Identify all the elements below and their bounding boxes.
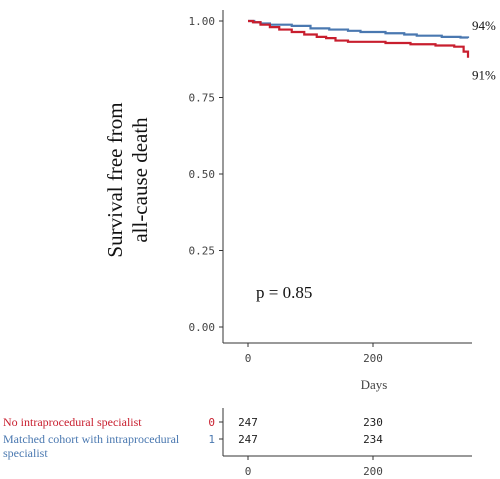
- x-tick-label: 200: [363, 352, 383, 365]
- risk-x-tick-label: 200: [363, 465, 383, 478]
- y-tick-label: 0.25: [189, 245, 216, 258]
- end-labels: 94% 91%: [472, 18, 496, 83]
- y-tick-label: 0.00: [189, 321, 216, 334]
- risk-row-strata: 0: [208, 416, 215, 429]
- series-line-1: [248, 19, 470, 58]
- risk-table-rows: No intraprocedural specialist 0 247 230 Matc…: [3, 415, 383, 460]
- y-ticks: 0.00 0.25 0.50 0.75 1.00: [189, 15, 223, 334]
- x-tick-label: 0: [245, 352, 252, 365]
- y-axis-title-line2: all-cause death: [128, 117, 152, 243]
- series-lines: [248, 19, 470, 58]
- risk-row-strata: 1: [208, 433, 215, 446]
- risk-table-x-ticks: 0 200: [245, 456, 383, 478]
- risk-cell: 247: [238, 433, 258, 446]
- risk-row-label: Matched cohort with intraprocedural: [3, 432, 180, 446]
- risk-row-label-cont: specialist: [3, 446, 48, 460]
- risk-cell: 247: [238, 416, 258, 429]
- plot-axes: [222, 10, 472, 344]
- y-axis-title-line1: Survival free from: [103, 102, 127, 257]
- risk-cell: 230: [363, 416, 383, 429]
- p-value-annotation: p = 0.85: [256, 283, 312, 302]
- series-line-0: [248, 19, 470, 39]
- risk-cell: 234: [363, 433, 383, 446]
- x-ticks: 0 200: [245, 343, 383, 365]
- risk-x-tick-label: 0: [245, 465, 252, 478]
- series-end-label-0: 94%: [472, 18, 496, 33]
- risk-row-label: No intraprocedural specialist: [3, 415, 142, 429]
- y-tick-label: 0.75: [189, 92, 216, 105]
- series-end-label-1: 91%: [472, 68, 496, 83]
- risk-table: No intraprocedural specialist 0 247 230 Matc…: [3, 408, 472, 478]
- y-tick-label: 0.50: [189, 168, 216, 181]
- y-tick-label: 1.00: [189, 15, 216, 28]
- x-axis-title: Days: [361, 377, 388, 392]
